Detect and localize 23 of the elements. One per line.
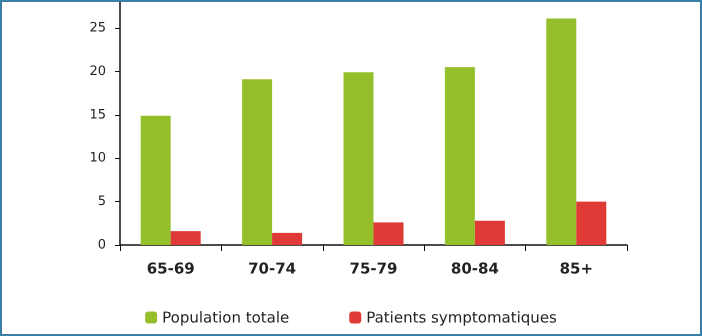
x-tick-label: 85+ <box>560 260 594 278</box>
legend-label: Population totale <box>162 308 290 326</box>
y-tick-label: 20 <box>89 64 106 79</box>
bar <box>272 232 302 245</box>
x-tick-label: 80-84 <box>450 260 499 278</box>
y-tick-label: 15 <box>89 107 106 122</box>
y-tick-label: 5 <box>98 194 106 210</box>
bar <box>374 222 404 245</box>
x-tick-label: 65-69 <box>146 260 195 278</box>
legend-label: Patients symptomatiques <box>366 308 558 326</box>
bar <box>546 18 576 245</box>
bar <box>140 116 171 245</box>
bar <box>444 67 475 245</box>
bar <box>474 220 505 245</box>
bar <box>576 202 606 245</box>
bar <box>344 72 374 245</box>
y-tick-label: 0 <box>98 238 106 252</box>
bar <box>170 231 201 245</box>
x-tick-label: 70-74 <box>248 260 296 278</box>
y-tick-label: 10 <box>89 150 106 166</box>
x-tick-label: 75-79 <box>350 260 398 278</box>
y-tick-label: 25 <box>89 20 106 36</box>
bar <box>242 79 272 245</box>
